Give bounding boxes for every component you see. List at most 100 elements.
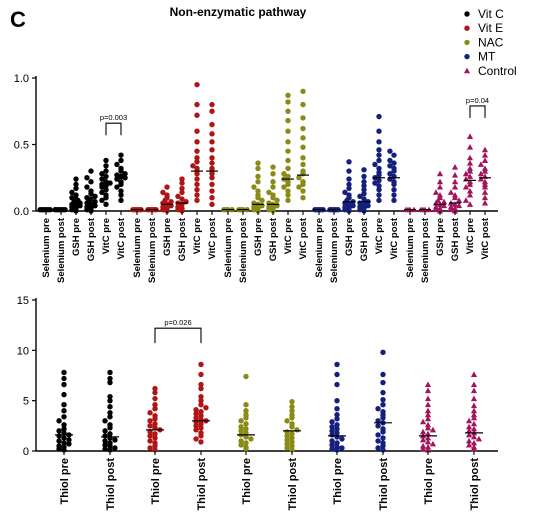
- data-point: [194, 112, 200, 118]
- x-tick-label: VitC pre: [283, 218, 294, 254]
- data-point: [209, 188, 215, 194]
- data-point: [198, 425, 204, 431]
- data-point: [329, 446, 335, 452]
- data-point: [380, 426, 386, 432]
- data-point: [481, 199, 489, 206]
- data-point: [164, 205, 170, 212]
- data-point: [61, 391, 67, 398]
- data-point: [451, 171, 459, 178]
- data-point: [99, 171, 105, 177]
- data-point: [289, 398, 295, 405]
- data-point: [334, 444, 340, 450]
- data-point: [194, 181, 200, 188]
- data-point: [462, 197, 470, 203]
- data-point: [334, 381, 340, 388]
- legend-marker-mt: [464, 53, 470, 60]
- data-point: [300, 155, 306, 161]
- data-point: [470, 407, 478, 414]
- data-point: [118, 152, 124, 158]
- data-point: [168, 198, 174, 205]
- data-point: [375, 406, 381, 412]
- x-tick-label: Selenium pre: [314, 218, 325, 278]
- data-point: [66, 437, 72, 443]
- data-point: [243, 430, 249, 436]
- data-point: [424, 443, 432, 450]
- data-point: [466, 178, 474, 185]
- legend-label: Vit C: [478, 7, 504, 21]
- data-point: [118, 157, 124, 164]
- data-point: [346, 181, 352, 188]
- data-point: [451, 191, 459, 198]
- data-point: [198, 430, 204, 436]
- data-point: [424, 438, 432, 445]
- x-tick-label: GSH pre: [344, 218, 355, 256]
- x-tick-label: VitC pre: [465, 218, 476, 254]
- data-point: [346, 159, 352, 165]
- data-point: [61, 408, 67, 414]
- data-point: [300, 101, 306, 108]
- data-point: [198, 393, 204, 400]
- data-point: [447, 189, 455, 195]
- data-point: [147, 438, 153, 444]
- data-point: [300, 135, 306, 141]
- data-point: [372, 161, 378, 168]
- series-vit-e: [130, 81, 218, 214]
- data-point: [255, 179, 261, 185]
- data-point: [61, 401, 67, 408]
- data-point: [346, 192, 352, 198]
- data-point: [107, 404, 113, 410]
- data-point: [147, 433, 153, 439]
- x-tick-label: VitC post: [116, 217, 127, 259]
- data-point: [56, 418, 62, 424]
- x-tick-label: GSH post: [359, 217, 370, 261]
- data-point: [380, 447, 386, 453]
- x-tick-label: VitC pre: [374, 218, 385, 254]
- data-point: [334, 406, 340, 412]
- data-point: [198, 401, 204, 408]
- x-tick-label: Thiol pre: [332, 458, 344, 504]
- data-point: [375, 418, 381, 424]
- data-point: [243, 434, 249, 440]
- data-point: [209, 155, 215, 161]
- data-point: [193, 411, 199, 417]
- data-point: [289, 431, 295, 437]
- data-point: [88, 205, 94, 212]
- x-tick-label: VitC pre: [192, 218, 203, 254]
- data-point: [152, 395, 158, 402]
- data-point: [477, 170, 485, 177]
- x-tick-label: GSH post: [177, 217, 188, 261]
- x-tick-label: VitC pre: [101, 218, 112, 254]
- data-point: [447, 203, 455, 210]
- data-point: [209, 131, 215, 137]
- data-point: [289, 412, 295, 418]
- data-point: [118, 188, 124, 194]
- data-point: [376, 187, 382, 193]
- data-point: [118, 165, 124, 172]
- data-point: [66, 441, 72, 447]
- data-point: [88, 168, 94, 174]
- y-tick-label: 5: [23, 396, 29, 408]
- data-point: [296, 184, 302, 190]
- data-point: [281, 171, 287, 177]
- data-point: [194, 159, 200, 165]
- data-point: [179, 196, 185, 202]
- data-point: [481, 178, 489, 185]
- data-point: [175, 204, 181, 210]
- data-point: [152, 447, 158, 453]
- data-point: [61, 375, 67, 382]
- data-point: [451, 183, 459, 190]
- data-point: [73, 181, 79, 188]
- data-point: [470, 395, 478, 402]
- data-point: [107, 393, 113, 400]
- data-point: [112, 445, 118, 451]
- data-point: [375, 423, 381, 429]
- legend-marker-vit-c: [464, 11, 470, 17]
- data-point: [243, 373, 249, 380]
- data-point: [193, 415, 199, 421]
- data-point: [243, 440, 249, 446]
- data-point: [424, 401, 432, 408]
- data-point: [424, 415, 432, 422]
- data-point: [477, 161, 485, 167]
- series-vit-e: [146, 361, 210, 453]
- data-point: [84, 184, 90, 190]
